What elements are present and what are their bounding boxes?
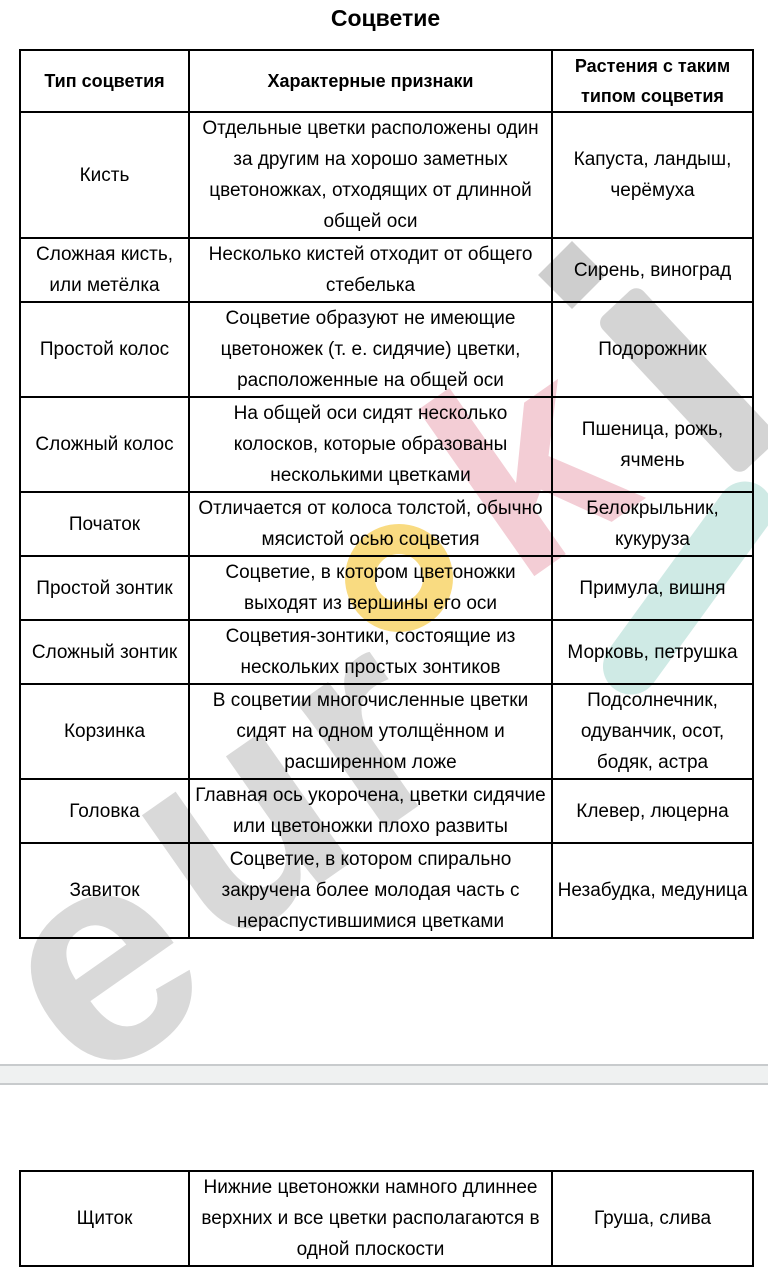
table-row: Головка Главная ось укорочена, цветки си… bbox=[19, 778, 754, 844]
cell-inflorescence-type: Простой колос bbox=[19, 301, 190, 398]
cell-features: Нижние цветоножки намного длиннее верхни… bbox=[188, 1170, 553, 1267]
cell-inflorescence-type: Корзинка bbox=[19, 683, 190, 780]
cell-features: Главная ось укорочена, цветки сидячие ил… bbox=[188, 778, 553, 844]
table-row: Кисть Отдельные цветки расположены один … bbox=[19, 111, 754, 239]
cell-inflorescence-type: Завиток bbox=[19, 842, 190, 939]
cell-features: Соцветия-зонтики, состоящие из нескольки… bbox=[188, 619, 553, 685]
cell-inflorescence-type: Початок bbox=[19, 491, 190, 557]
cell-features: Соцветие образуют не имеющие цветоножек … bbox=[188, 301, 553, 398]
page-break-separator bbox=[0, 1064, 768, 1085]
cell-features: На общей оси сидят несколько колосков, к… bbox=[188, 396, 553, 493]
cell-features: В соцветии многочисленные цветки сидят н… bbox=[188, 683, 553, 780]
cell-inflorescence-type: Кисть bbox=[19, 111, 190, 239]
cell-features: Соцветие, в котором спирально закручена … bbox=[188, 842, 553, 939]
cell-inflorescence-type: Простой зонтик bbox=[19, 555, 190, 621]
table-row: Корзинка В соцветии многочисленные цветк… bbox=[19, 683, 754, 780]
table-row: Простой зонтик Соцветие, в котором цвето… bbox=[19, 555, 754, 621]
table-row: Простой колос Соцветие образуют не имеющ… bbox=[19, 301, 754, 398]
cell-plants: Подсолнечник, одуванчик, осот, бодяк, ас… bbox=[551, 683, 754, 780]
table-row: Сложная кисть, или метёлка Несколько кис… bbox=[19, 237, 754, 303]
table-row: Сложный колос На общей оси сидят несколь… bbox=[19, 396, 754, 493]
cell-plants: Клевер, люцерна bbox=[551, 778, 754, 844]
cell-inflorescence-type: Сложная кисть, или метёлка bbox=[19, 237, 190, 303]
cell-features: Соцветие, в котором цветоножки выходят и… bbox=[188, 555, 553, 621]
table-header-row: Тип соцветия Характерные признаки Растен… bbox=[19, 49, 754, 113]
page-title: Соцветие bbox=[330, 5, 441, 31]
cell-plants: Подорожник bbox=[551, 301, 754, 398]
table-row: Щиток Нижние цветоножки намного длиннее … bbox=[19, 1170, 754, 1267]
cell-features: Несколько кистей отходит от общего стебе… bbox=[188, 237, 553, 303]
table-row: Сложный зонтик Соцветия-зонтики, состоящ… bbox=[19, 619, 754, 685]
cell-inflorescence-type: Сложный колос bbox=[19, 396, 190, 493]
cell-plants: Капуста, ландыш, черёмуха bbox=[551, 111, 754, 239]
inflorescence-table: Тип соцветия Характерные признаки Растен… bbox=[19, 49, 754, 939]
cell-plants: Белокрыльник, кукуруза bbox=[551, 491, 754, 557]
cell-plants: Груша, слива bbox=[551, 1170, 754, 1267]
cell-plants: Примула, вишня bbox=[551, 555, 754, 621]
cell-inflorescence-type: Сложный зонтик bbox=[19, 619, 190, 685]
header-cell-features: Характерные признаки bbox=[188, 49, 553, 113]
cell-plants: Пшеница, рожь, ячмень bbox=[551, 396, 754, 493]
cell-features: Отдельные цветки расположены один за дру… bbox=[188, 111, 553, 239]
cell-plants: Незабудка, медуница bbox=[551, 842, 754, 939]
header-cell-type: Тип соцветия bbox=[19, 49, 190, 113]
table-row: Початок Отличается от колоса толстой, об… bbox=[19, 491, 754, 557]
cell-features: Отличается от колоса толстой, обычно мяс… bbox=[188, 491, 553, 557]
cell-plants: Сирень, виноград bbox=[551, 237, 754, 303]
inflorescence-table-continued: Щиток Нижние цветоножки намного длиннее … bbox=[19, 1170, 754, 1267]
table-row: Завиток Соцветие, в котором спирально за… bbox=[19, 842, 754, 939]
cell-plants: Морковь, петрушка bbox=[551, 619, 754, 685]
cell-inflorescence-type: Щиток bbox=[19, 1170, 190, 1267]
cell-inflorescence-type: Головка bbox=[19, 778, 190, 844]
header-cell-plants: Растения с таким типом соцветия bbox=[551, 49, 754, 113]
